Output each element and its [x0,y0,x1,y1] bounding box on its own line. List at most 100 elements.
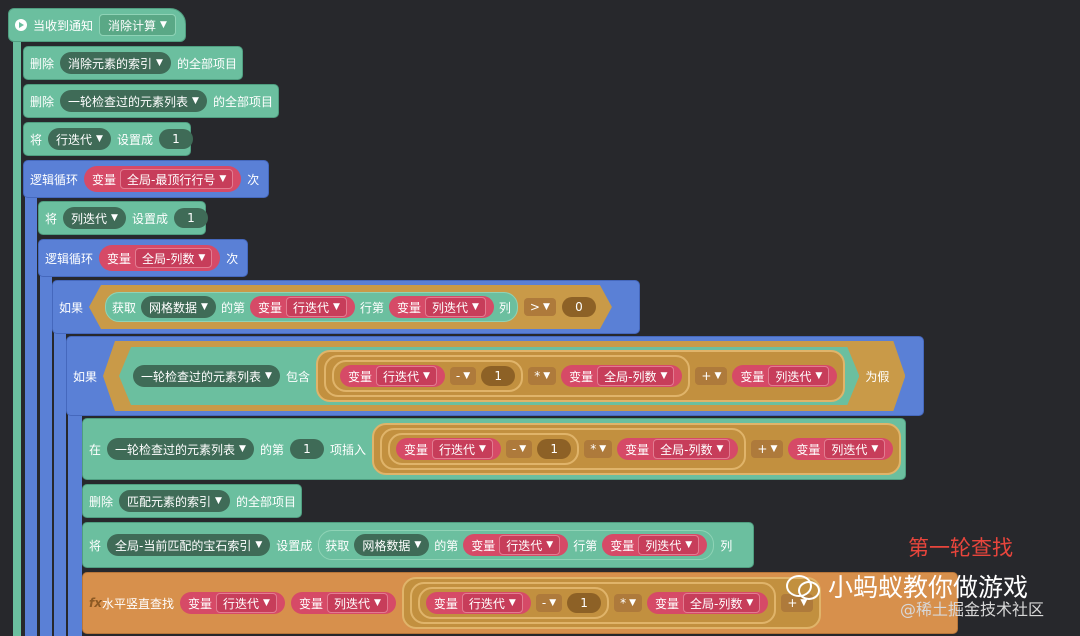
delete-block-1[interactable]: 删除 消除元素的索引 ▼ 的全部项目 [23,46,243,80]
var-dropdown[interactable]: 行迭代 ▼ [432,439,493,459]
contains-expr[interactable]: 一轮检查过的元素列表 ▼ 包含 变量 行迭代 ▼ - ▼ 1 * ▼ 变量 全局-列数 ▼ +… [119,347,859,405]
var-dropdown[interactable]: 全局-列数 ▼ [683,593,761,613]
chevron-down-icon: ▼ [629,598,637,608]
var-dropdown[interactable]: 行迭代 ▼ [499,535,561,555]
plus-op[interactable]: + ▼ [751,440,784,458]
var-dropdown[interactable]: 列迭代 ▼ [638,535,700,555]
col-value[interactable]: 1 [173,208,208,228]
loop-block-1[interactable]: 逻辑循环 变量 全局-最顶行行号 ▼ 次 [23,160,269,198]
row-var-expr[interactable]: 变量 行迭代 ▼ [425,592,531,614]
condition-false[interactable]: 一轮检查过的元素列表 ▼ 包含 变量 行迭代 ▼ - ▼ 1 * ▼ 变量 全局-列数 ▼ +… [103,341,905,411]
times-op[interactable]: * ▼ [614,594,643,612]
delete-block-2[interactable]: 删除 一轮检查过的元素列表 ▼ 的全部项目 [23,84,279,118]
get-grid-expr[interactable]: 获取 网格数据 ▼ 的第 变量 行迭代 ▼ 行第 变量 列迭代 ▼ [318,530,715,560]
event-block[interactable]: 当收到通知 消除计算 ▼ [8,8,186,42]
event-label: 当收到通知 [33,18,94,33]
get-grid-expr[interactable]: 获取 网格数据 ▼ 的第 变量 行迭代 ▼ 行第 变量 列迭代 ▼ 列 [105,292,518,322]
set-row-block[interactable]: 将 行迭代 ▼ 设置成 1 [23,122,193,156]
col-var-arg[interactable]: 变量 列迭代 ▼ [290,592,396,614]
subtract-expr[interactable]: 变量 行迭代 ▼ - ▼ 1 [417,587,610,619]
insert-block[interactable]: 在 一轮检查过的元素列表 ▼ 的第 1 项插入 变量 行迭代 ▼ - ▼ 1 * ▼ 变量… [82,418,906,480]
cols-var-expr[interactable]: 变量 全局-列数 ▼ [617,438,739,460]
set-match-block[interactable]: 将 全局-当前匹配的宝石索引 ▼ 设置成 获取 网格数据 ▼ 的第 变量 行迭代 ▼ 行… [82,522,754,568]
var-dropdown[interactable]: 全局-列数 ▼ [135,248,213,268]
index-expr[interactable]: 变量 行迭代 ▼ - ▼ 1 * ▼ 变量 全局-列数 ▼ + ▼ 变量 列迭代 ▼ [316,350,845,402]
var-expr-loop2[interactable]: 变量 全局-列数 ▼ [99,245,221,271]
if-block-2[interactable]: 如果 一轮检查过的元素列表 ▼ 包含 变量 行迭代 ▼ - ▼ 1 * ▼ 变量 全局-列数… [66,336,924,416]
index-expr[interactable]: 变量 行迭代 ▼ - ▼ 1 * ▼ 变量 全局-列数 ▼ + ▼ [401,577,822,629]
col-var-expr[interactable]: 变量 列迭代 ▼ [389,296,494,318]
times-op[interactable]: * ▼ [584,440,613,458]
multiply-expr[interactable]: 变量 行迭代 ▼ - ▼ 1 * ▼ 变量 全局-列数 ▼ [409,582,777,624]
list-dropdown-2[interactable]: 一轮检查过的元素列表 ▼ [60,90,207,112]
plus-op[interactable]: + ▼ [695,367,727,385]
multiply-expr[interactable]: 变量 行迭代 ▼ - ▼ 1 * ▼ 变量 全局-列数 ▼ [379,428,747,470]
notification-dropdown[interactable]: 消除计算 ▼ [99,14,176,36]
var-dropdown[interactable]: 行迭代 ▼ [376,366,437,386]
list-dropdown[interactable]: 一轮检查过的元素列表 ▼ [107,438,254,460]
list-dropdown-1[interactable]: 消除元素的索引 ▼ [60,52,171,74]
chevron-down-icon: ▼ [508,598,516,608]
multiply-expr[interactable]: 变量 行迭代 ▼ - ▼ 1 * ▼ 变量 全局-列数 ▼ [324,355,690,397]
if-block-1[interactable]: 如果 获取 网格数据 ▼ 的第 变量 行迭代 ▼ 行第 变量 列迭代 ▼ 列 > ▼ 0 [52,280,640,334]
var-dropdown[interactable]: 列迭代 ▼ [768,366,829,386]
chevron-down-icon: ▼ [239,444,246,454]
row-value[interactable]: 1 [158,129,193,149]
col-var-expr[interactable]: 变量 列迭代 ▼ [732,365,837,387]
var-dropdown[interactable]: 行迭代 ▼ [216,593,277,613]
var-kind: 变量 [610,538,635,553]
col-var-expr[interactable]: 变量 列迭代 ▼ [602,534,708,556]
notification-value: 消除计算 [108,18,157,33]
var-name: 列迭代 [333,596,370,611]
col-var-expr[interactable]: 变量 列迭代 ▼ [788,438,894,460]
var-dropdown-col[interactable]: 列迭代 ▼ [63,207,126,229]
chevron-down-icon: ▼ [423,371,430,381]
grid-dropdown[interactable]: 网格数据 ▼ [141,296,216,318]
var-dropdown[interactable]: 列迭代 ▼ [824,439,886,459]
delete-block-3[interactable]: 删除 匹配元素的索引 ▼ 的全部项目 [82,484,302,518]
index-expr[interactable]: 变量 行迭代 ▼ - ▼ 1 * ▼ 变量 全局-列数 ▼ + ▼ 变量 列迭代 ▼ [371,423,902,475]
subtract-expr[interactable]: 变量 行迭代 ▼ - ▼ 1 [332,360,523,392]
list-dropdown-3[interactable]: 匹配元素的索引 ▼ [119,490,230,512]
var-dropdown-match[interactable]: 全局-当前匹配的宝石索引 ▼ [107,534,271,556]
var-name: 全局-列数 [660,442,713,457]
var-dropdown[interactable]: 全局-最顶行行号 ▼ [120,169,234,189]
one-value[interactable]: 1 [567,593,602,613]
var-kind: 变量 [298,596,323,611]
set-col-block[interactable]: 将 列迭代 ▼ 设置成 1 [38,201,208,235]
cols-var-expr[interactable]: 变量 全局-列数 ▼ [647,592,769,614]
grid-dropdown[interactable]: 网格数据 ▼ [354,534,430,556]
one-value[interactable]: 1 [537,439,572,459]
loop-block-2[interactable]: 逻辑循环 变量 全局-列数 ▼ 次 [38,239,248,277]
cols-var-expr[interactable]: 变量 全局-列数 ▼ [561,365,682,387]
var-name: 全局-列数 [142,251,195,266]
set-label: 将 [30,132,43,147]
var-dropdown[interactable]: 全局-列数 ▼ [653,439,731,459]
var-expr-loop1[interactable]: 变量 全局-最顶行行号 ▼ [84,166,242,192]
subtract-expr[interactable]: 变量 行迭代 ▼ - ▼ 1 [387,433,580,465]
row-var-expr[interactable]: 变量 行迭代 ▼ [463,534,569,556]
var-dropdown[interactable]: 行迭代 ▼ [286,297,347,317]
compare-op-dropdown[interactable]: > ▼ [524,298,556,316]
insert-position[interactable]: 1 [289,439,324,459]
row-var-arg[interactable]: 变量 行迭代 ▼ [179,592,285,614]
chevron-down-icon: ▼ [111,213,118,223]
var-dropdown[interactable]: 列迭代 ▼ [425,297,486,317]
loop-suffix: 次 [226,251,239,266]
compare-value[interactable]: 0 [562,297,596,317]
minus-op[interactable]: - ▼ [505,440,533,458]
var-dropdown[interactable]: 行迭代 ▼ [461,593,523,613]
list-dropdown[interactable]: 一轮检查过的元素列表 ▼ [133,365,280,387]
var-dropdown[interactable]: 列迭代 ▼ [326,593,388,613]
row-var-expr[interactable]: 变量 行迭代 ▼ [340,365,445,387]
var-kind: 变量 [433,596,458,611]
var-dropdown-row[interactable]: 行迭代 ▼ [48,128,111,150]
row-var-expr[interactable]: 变量 行迭代 ▼ [250,296,355,318]
condition-compare[interactable]: 获取 网格数据 ▼ 的第 变量 行迭代 ▼ 行第 变量 列迭代 ▼ 列 > ▼ 0 [89,285,612,329]
minus-op[interactable]: - ▼ [535,594,563,612]
row-var-expr[interactable]: 变量 行迭代 ▼ [395,438,501,460]
times-op[interactable]: * ▼ [528,367,556,385]
var-dropdown[interactable]: 全局-列数 ▼ [597,366,674,386]
one-value[interactable]: 1 [481,366,515,386]
minus-op[interactable]: - ▼ [450,367,476,385]
